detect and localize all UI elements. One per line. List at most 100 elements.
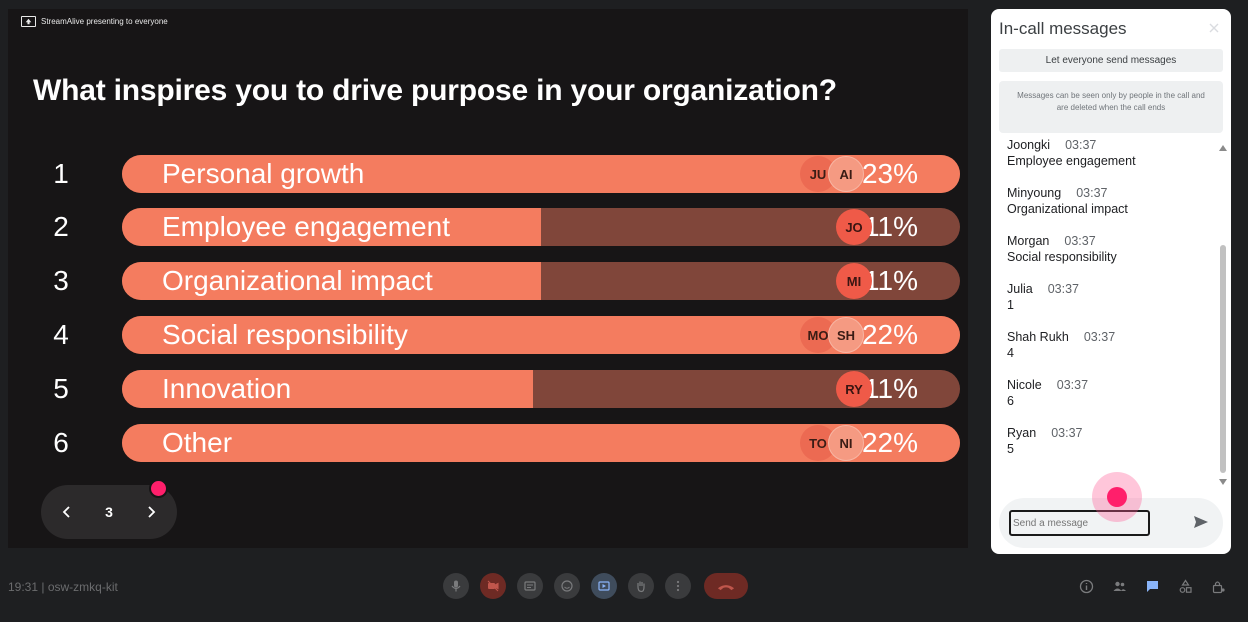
chat-message-meta: Nicole 03:37 (1007, 378, 1207, 392)
meeting-time: 19:31 (8, 580, 39, 594)
chat-message-sender: Minyoung (1007, 186, 1062, 200)
scroll-up-arrow[interactable] (1219, 145, 1227, 151)
chevron-left-icon (62, 506, 70, 518)
message-list: Joongki 03:37 Employee engagement Minyoung 0… (1007, 138, 1207, 474)
poll-option-rank: 2 (53, 211, 69, 242)
notification-dot (149, 479, 168, 498)
hand-icon (637, 581, 645, 593)
let-everyone-send-toggle[interactable]: Let everyone send messages (999, 49, 1223, 72)
microphone-icon (451, 580, 461, 592)
chat-message: Nicole 03:37 6 (1007, 378, 1207, 426)
scroll-thumb[interactable] (1220, 245, 1226, 473)
emoji-icon (561, 580, 573, 592)
call-controls (443, 573, 748, 601)
poll-option-rank: 5 (53, 373, 69, 404)
chat-message-text: 4 (1007, 346, 1014, 360)
poll-option-row: 2 Employee engagement JO 11% (8, 208, 968, 246)
chat-message-time: 03:37 (1083, 330, 1116, 344)
chat-message-time: 03:37 (1064, 234, 1096, 248)
presentation-stage: StreamAlive presenting to everyone What … (8, 9, 968, 548)
raise-hand-button[interactable] (628, 573, 654, 599)
poll-option-rank: 4 (53, 319, 69, 350)
close-chat-button[interactable] (1207, 21, 1221, 35)
poll-option-bar (122, 262, 960, 300)
poll-option-row: 6 Other TO NI 22% (8, 424, 968, 462)
host-controls-button[interactable] (1210, 578, 1226, 594)
chat-message: Shah Rukh 03:37 4 (1007, 330, 1207, 378)
slide-number: 3 (105, 504, 113, 520)
chat-message: Joongki 03:37 Employee engagement (1007, 138, 1207, 186)
poll-option-row: 1 Personal growth JU AI 23% (8, 155, 968, 193)
chat-message-sender: Nicole (1007, 378, 1042, 392)
poll-option-fill (122, 262, 541, 300)
chat-button[interactable] (1144, 578, 1160, 594)
voter-avatar: MI (836, 263, 872, 299)
chevron-right-icon (148, 506, 156, 518)
voter-avatar: AI (828, 156, 864, 192)
chat-message-time: 03:37 (1051, 426, 1083, 440)
chat-message-text: Employee engagement (1007, 154, 1136, 168)
activities-button[interactable] (1177, 578, 1193, 594)
chat-notice: Messages can be seen only by people in t… (999, 81, 1223, 133)
previous-slide-button[interactable] (57, 502, 77, 522)
microphone-button[interactable] (443, 573, 469, 599)
poll-option-rank: 1 (53, 158, 69, 189)
poll-option-row: 4 Social responsibility MO SH 22% (8, 316, 968, 354)
captions-icon (524, 581, 536, 591)
chat-message-text: Social responsibility (1007, 250, 1117, 264)
message-compose (999, 498, 1223, 548)
presenter-banner-text: StreamAlive presenting to everyone (41, 17, 168, 26)
shapes-icon (1179, 578, 1192, 593)
voter-avatar: SH (828, 317, 864, 353)
chat-message-time: 03:37 (1065, 138, 1097, 152)
captions-button[interactable] (517, 573, 543, 599)
cursor-indicator (1107, 487, 1127, 507)
scroll-down-arrow[interactable] (1219, 479, 1227, 485)
chat-message: Julia 03:37 1 (1007, 282, 1207, 330)
poll-option-percent: 11% (864, 373, 918, 404)
poll-option-label: Other (162, 427, 233, 458)
chat-message-sender: Ryan (1007, 426, 1037, 440)
chat-icon (1146, 580, 1158, 592)
chat-message-sender: Julia (1007, 282, 1033, 296)
chat-panel: In-call messages Let everyone send messa… (991, 9, 1231, 554)
reactions-button[interactable] (554, 573, 580, 599)
side-tools (1078, 578, 1226, 594)
meeting-details-button[interactable] (1078, 578, 1094, 594)
send-message-button[interactable] (1193, 514, 1211, 532)
chat-message-text: Organizational impact (1007, 202, 1128, 216)
voter-avatar: RY (836, 371, 872, 407)
chat-message-meta: Shah Rukh 03:37 (1007, 330, 1207, 344)
chat-message: Ryan 03:37 5 (1007, 426, 1207, 474)
poll-option-rank: 6 (53, 427, 69, 458)
chat-title: In-call messages (999, 19, 1127, 38)
poll-option-row: 3 Organizational impact MI 11% (8, 262, 968, 300)
chat-message-text: 1 (1007, 298, 1014, 312)
chat-message-meta: Morgan 03:37 (1007, 234, 1207, 248)
people-button[interactable] (1111, 578, 1127, 594)
chat-message-time: 03:37 (1047, 282, 1079, 296)
more-options-button[interactable] (665, 573, 691, 599)
chat-message-time: 03:37 (1076, 186, 1108, 200)
chat-message-sender: Shah Rukh (1007, 330, 1069, 344)
phone-hangup-icon (717, 584, 735, 590)
present-button[interactable] (591, 573, 617, 599)
end-call-button[interactable] (704, 573, 748, 599)
chat-scrollbar[interactable] (1219, 141, 1228, 489)
meeting-code: osw-zmkq-kit (47, 580, 118, 594)
poll-option-percent: 23% (861, 158, 918, 189)
lock-person-icon (1212, 580, 1225, 593)
message-input[interactable] (1009, 510, 1150, 536)
poll-option-label: Personal growth (162, 158, 365, 189)
poll-option-label: Employee engagement (162, 211, 450, 242)
poll-option-percent: 22% (861, 427, 918, 458)
poll-option-percent: 11% (864, 265, 918, 296)
poll-option-label: Social responsibility (162, 319, 408, 350)
camera-off-button[interactable] (480, 573, 506, 599)
present-icon (598, 581, 610, 591)
poll-option-rank: 3 (53, 265, 69, 296)
voter-avatar: NI (828, 425, 864, 461)
next-slide-button[interactable] (141, 502, 161, 522)
meeting-info: 19:31 | osw-zmkq-kit (8, 580, 118, 594)
chat-message-sender: Joongki (1007, 138, 1051, 152)
